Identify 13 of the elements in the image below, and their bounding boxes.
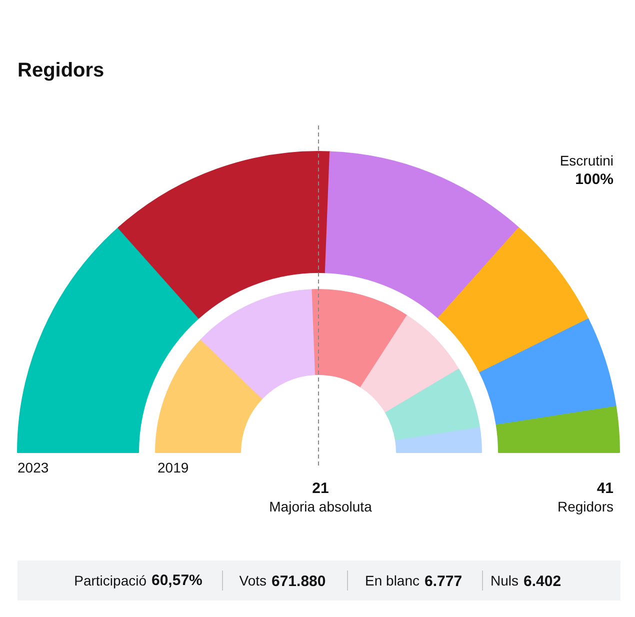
text: 100% <box>575 171 614 188</box>
text: En blanc 6.777 <box>365 572 462 590</box>
text: Escrutini <box>560 152 614 168</box>
text: Majoria absoluta <box>269 498 372 514</box>
text: Regidors <box>557 498 614 514</box>
chart-title: Regidors <box>18 60 104 82</box>
text: 41 <box>596 480 614 497</box>
text: Nuls 6.402 <box>490 572 562 590</box>
slice-label: 2023 <box>18 460 49 476</box>
text: Vots 671.880 <box>239 572 326 590</box>
slice-label: 2019 <box>158 460 189 476</box>
text: 21 <box>312 480 329 497</box>
text: Participació 60,57% <box>74 572 202 589</box>
